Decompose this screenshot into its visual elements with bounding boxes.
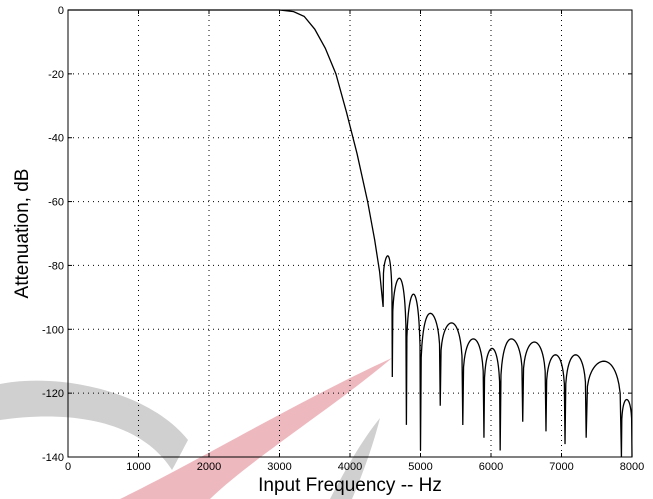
y-tick-label: 0 [58,5,64,17]
x-tick-label: 2000 [197,461,221,473]
x-tick-label: 1000 [126,461,150,473]
x-tick-label: 4000 [338,461,362,473]
x-tick-label: 0 [65,461,71,473]
x-axis-label: Input Frequency -- Hz [258,475,442,496]
y-tick-label: -40 [48,133,64,145]
watermark-gray-stroke [330,418,380,499]
plot-frame [67,9,633,458]
y-tick-label: -60 [48,197,64,209]
watermark-gray-swoosh [0,380,188,470]
y-tick-label: -100 [42,324,64,336]
y-tick-label: -20 [48,69,64,81]
y-axis-label: Attenuation, dB [12,169,33,299]
x-tick-label: 3000 [267,461,291,473]
series-line [68,9,633,458]
x-tick-label: 8000 [620,461,644,473]
x-tick-label: 7000 [549,461,573,473]
x-axis-ticks: 0 1000 2000 3000 4000 5000 6000 7000 8000 [65,10,644,473]
grid [68,10,632,457]
x-tick-label: 6000 [479,461,503,473]
y-tick-label: -140 [42,452,64,464]
y-tick-label: -80 [48,260,64,272]
x-tick-label: 5000 [408,461,432,473]
y-tick-label: -120 [42,388,64,400]
